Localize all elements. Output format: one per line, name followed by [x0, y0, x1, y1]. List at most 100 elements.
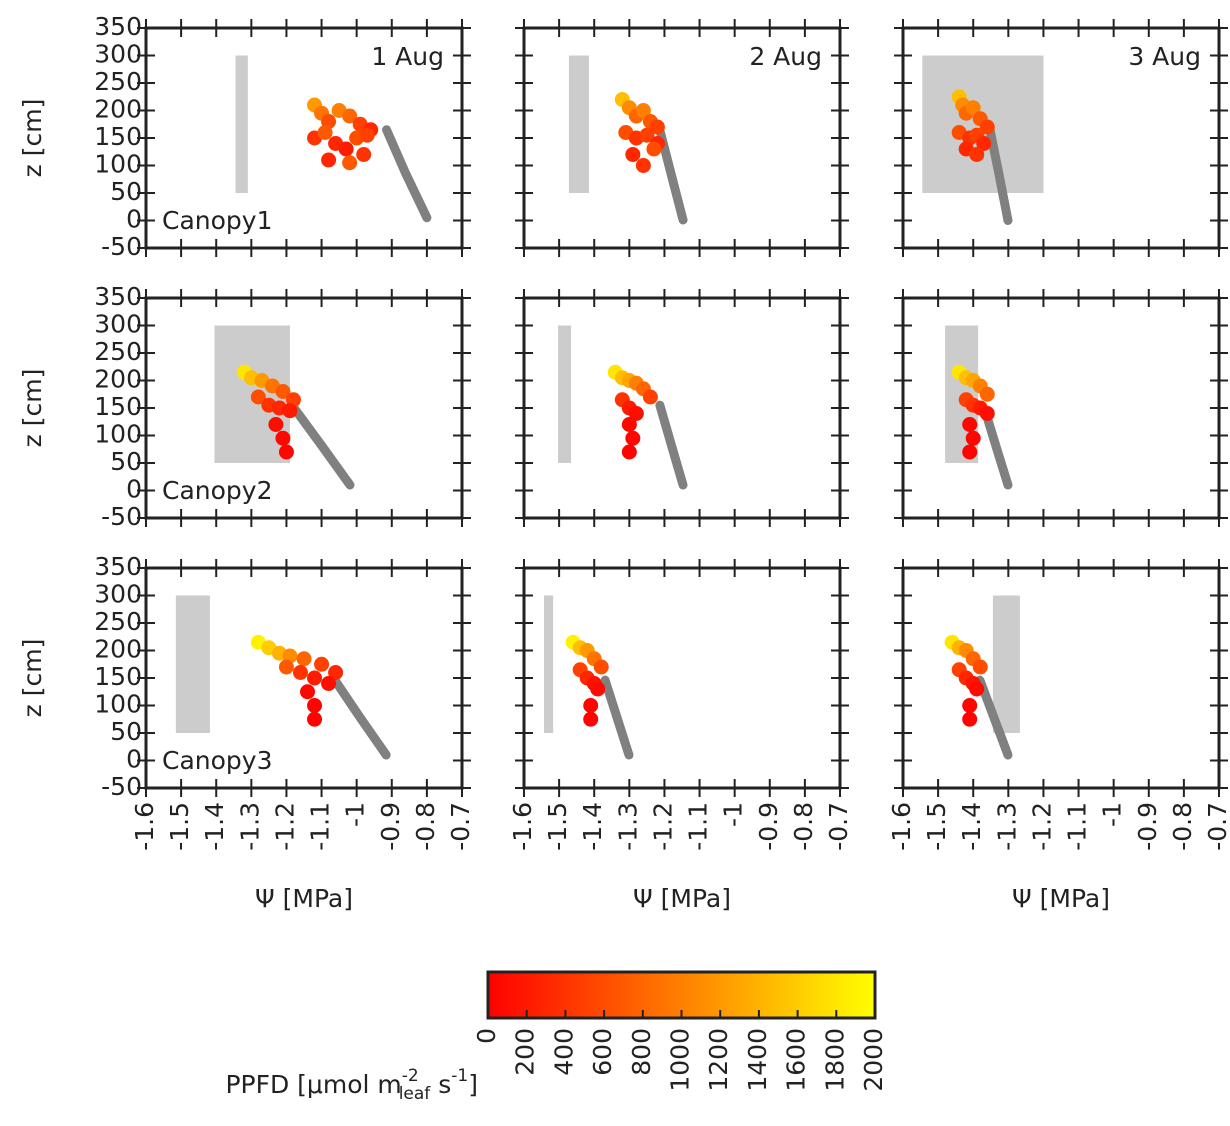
leaf-point [250, 389, 266, 405]
shade-range [992, 595, 1020, 733]
x-tick-label: -0.8 [1168, 802, 1197, 851]
colorbar-tick-label: 1200 [704, 1028, 733, 1092]
leaf-point [969, 681, 985, 697]
y-tick-label: 200 [94, 95, 142, 124]
y-tick-label: -50 [101, 232, 142, 261]
leaf-point [300, 684, 316, 700]
colorbar-tick-label: 800 [627, 1028, 656, 1076]
x-tick-label: -0.7 [1203, 802, 1230, 851]
x-tick-label: -1 [341, 802, 370, 827]
leaf-point [282, 403, 298, 419]
leaf-point [979, 406, 995, 421]
leaf-point [342, 155, 358, 171]
leaf-point [646, 141, 662, 157]
colorbar-tick-label: 200 [511, 1028, 540, 1076]
leaf-point [314, 656, 330, 672]
shade-range [558, 325, 572, 463]
x-tick-label: -1.6 [887, 802, 916, 851]
panel-title: 1 Aug [371, 42, 444, 71]
x-tick-label: -1.2 [648, 802, 677, 851]
leaf-point [278, 444, 294, 460]
x-tick-label: -1.3 [613, 802, 642, 851]
leaf-point [635, 103, 651, 118]
y-tick-label: 0 [126, 475, 142, 504]
leaf-point [590, 681, 606, 697]
x-tick-label: -1 [719, 802, 748, 827]
stem-line [600, 675, 634, 760]
leaf-point [321, 152, 337, 168]
canopy-label: Canopy2 [162, 476, 273, 505]
y-tick-label: 150 [94, 392, 142, 421]
colorbar-label-part: -2 [402, 1066, 419, 1086]
leaf-point [593, 659, 609, 675]
leaf-point [962, 698, 978, 713]
leaf-point [628, 406, 644, 421]
x-tick-label: -0.7 [446, 802, 475, 851]
x-tick-label: -1.6 [130, 802, 159, 851]
leaf-point [965, 430, 981, 446]
panel-title: 2 Aug [749, 42, 822, 71]
y-tick-label: 200 [94, 635, 142, 664]
x-axis-label: Ψ [MPa] [1012, 884, 1110, 913]
y-tick-label: 100 [94, 150, 142, 179]
colorbar-label-part: s [430, 1070, 451, 1099]
y-axis-label: z [cm] [18, 369, 47, 448]
y-tick-label: 350 [94, 12, 142, 41]
stem-line [985, 125, 1013, 225]
shade-range [175, 595, 210, 733]
leaf-point [321, 676, 337, 691]
x-tick-label: -1 [1098, 802, 1127, 827]
leaf-point [972, 659, 988, 675]
shade-range [235, 55, 248, 193]
leaf-point [583, 711, 599, 727]
x-tick-label: -1.3 [992, 802, 1021, 851]
colorbar-tick-label: 1000 [666, 1028, 695, 1092]
leaf-point [965, 100, 981, 116]
leaf-point [317, 125, 333, 140]
x-tick-label: -1.4 [578, 802, 607, 851]
leaf-point [275, 384, 291, 399]
panel-title: 3 Aug [1128, 42, 1201, 71]
y-tick-label: 100 [94, 690, 142, 719]
y-tick-label: 200 [94, 365, 142, 394]
leaf-point [359, 127, 375, 143]
leaf-point [296, 651, 312, 667]
x-tick-label: -0.9 [376, 802, 405, 851]
leaf-point [649, 119, 665, 135]
colorbar-tick-label: 0 [472, 1028, 501, 1044]
x-tick-label: -0.8 [789, 802, 818, 851]
y-tick-label: -50 [101, 772, 142, 801]
leaf-point [969, 147, 985, 162]
x-tick-label: -1.5 [165, 802, 194, 851]
colorbar-label: PPFD [μmol m-2 leaf s-1] [225, 1066, 478, 1104]
colorbar-tick-label: 600 [588, 1028, 617, 1076]
y-tick-label: 50 [110, 177, 142, 206]
colorbar-label-part: -1 [451, 1066, 468, 1086]
leaf-point [962, 711, 978, 727]
leaf-point [979, 386, 995, 402]
leaf-point [307, 711, 323, 727]
y-tick-label: 150 [94, 662, 142, 691]
panel-background [146, 298, 462, 518]
colorbar-tick-label: 1800 [820, 1028, 849, 1092]
x-tick-label: -0.7 [824, 802, 853, 851]
leaf-point [639, 127, 655, 143]
y-tick-label: 150 [94, 122, 142, 151]
shade-range [544, 595, 554, 733]
leaf-point [292, 665, 308, 680]
x-axis-label: Ψ [MPa] [255, 884, 353, 913]
y-tick-label: 350 [94, 552, 142, 581]
x-tick-label: -1.1 [1063, 802, 1092, 851]
x-tick-label: -1.2 [270, 802, 299, 851]
stem-line [655, 400, 688, 490]
leaf-point [275, 430, 291, 446]
leaf-point [976, 136, 992, 151]
x-tick-label: -1.2 [1027, 802, 1056, 851]
leaf-point [338, 141, 354, 157]
leaf-point [621, 444, 637, 460]
y-tick-label: 300 [94, 40, 142, 69]
leaf-point [268, 417, 284, 432]
stem-line [980, 406, 1013, 490]
colorbar-label-part: PPFD [μmol m [225, 1070, 401, 1099]
